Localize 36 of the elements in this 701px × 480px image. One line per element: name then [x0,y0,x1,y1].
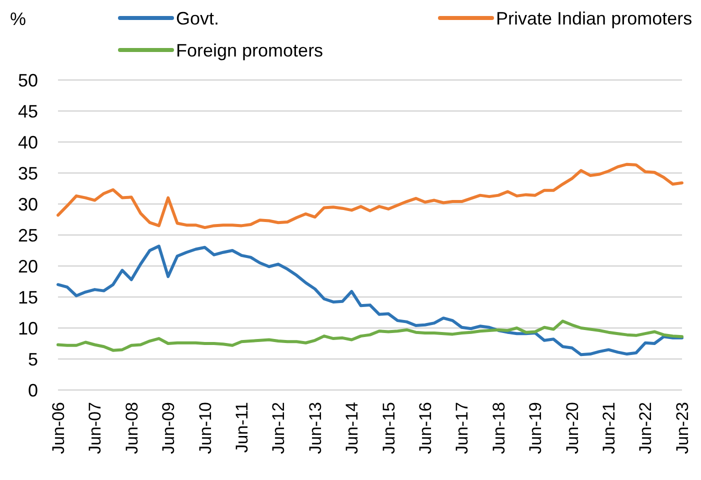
x-tick-label: Jun-17 [452,402,472,454]
x-tick-label: Jun-23 [672,402,692,454]
x-tick-label: Jun-07 [86,402,105,454]
y-tick-label: 0 [28,380,38,400]
x-tick-label: Jun-13 [306,402,325,454]
y-tick-label: 30 [18,194,38,214]
y-tick-label: 25 [18,225,38,246]
x-tick-label: Jun-14 [342,402,362,454]
legend-label: Foreign promoters [176,40,324,60]
x-tick-label: Jun-20 [562,402,582,454]
legend-label: Govt. [176,8,220,28]
x-tick-label: Jun-19 [526,402,546,454]
y-tick-label: 5 [28,349,38,370]
y-tick-label: 35 [18,163,38,184]
line-series [56,244,684,356]
y-tick-label: 45 [18,101,38,122]
legend-label: Private Indian promoters [496,8,692,28]
y-tick-label: 50 [18,70,38,90]
x-tick-label: Jun-10 [196,402,215,454]
y-tick-label: 40 [18,132,38,152]
x-tick-label: Jun-15 [379,402,398,454]
x-tick-label: Jun-12 [269,402,288,454]
y-tick-label: 15 [18,287,38,308]
line-series [56,320,684,352]
y-axis-title: % [10,9,26,29]
x-tick-label: Jun-09 [159,402,178,454]
line-series [56,162,684,230]
x-tick-label: Jun-16 [416,402,436,454]
y-tick-label: 10 [18,318,38,338]
x-tick-label: Jun-18 [489,402,508,454]
x-tick-label: Jun-06 [48,402,68,454]
x-tick-label: Jun-08 [122,402,142,454]
y-tick-label: 20 [18,256,38,276]
x-tick-label: Jun-22 [636,402,656,454]
x-tick-label: Jun-11 [232,402,252,453]
x-tick-label: Jun-21 [600,402,619,454]
